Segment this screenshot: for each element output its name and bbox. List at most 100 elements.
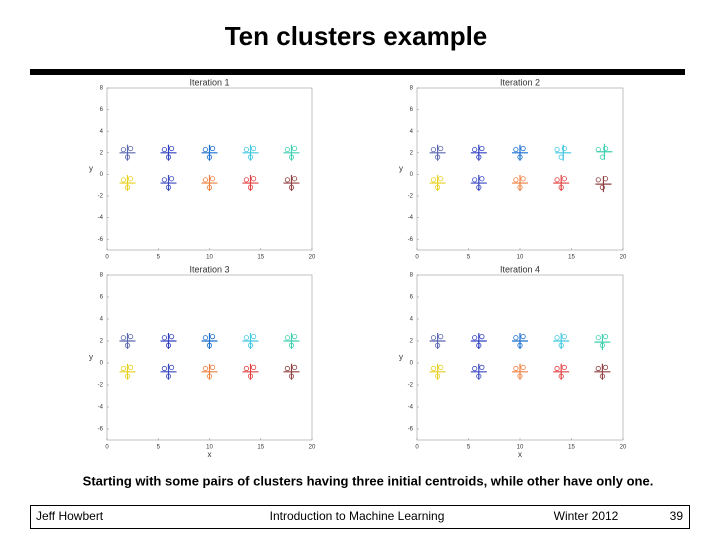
- data-point: [243, 146, 249, 153]
- y-tick-label: 8: [410, 273, 414, 279]
- data-point: [120, 146, 127, 153]
- data-point: [209, 176, 216, 182]
- data-point: [479, 364, 485, 370]
- centroid: [555, 144, 572, 161]
- data-point: [513, 335, 519, 341]
- x-tick-label: 5: [467, 255, 471, 261]
- plot-title: Iteration 4: [500, 264, 540, 274]
- data-point: [554, 365, 560, 372]
- centroid: [283, 333, 300, 349]
- y-tick-label: -2: [408, 383, 414, 389]
- centroid: [160, 333, 177, 349]
- x-tick-label: 0: [415, 255, 419, 261]
- x-tick-label: 10: [517, 445, 524, 451]
- x-tick-label: 20: [620, 445, 627, 451]
- data-point: [479, 145, 485, 152]
- y-tick-label: 0: [410, 172, 414, 178]
- data-point: [430, 177, 437, 183]
- x-axis-label: x: [208, 450, 212, 459]
- centroid: [242, 333, 259, 349]
- y-tick-label: 4: [100, 129, 104, 135]
- centroid: [283, 363, 300, 380]
- data-point: [438, 364, 444, 370]
- data-point: [595, 177, 601, 183]
- data-point: [202, 365, 208, 372]
- data-point: [561, 364, 567, 370]
- data-point: [554, 146, 560, 153]
- data-point: [479, 176, 485, 182]
- y-tick-label: 6: [410, 107, 414, 113]
- y-tick-label: -4: [408, 405, 414, 411]
- data-point: [602, 364, 609, 370]
- data-point: [472, 146, 478, 153]
- y-tick-label: -4: [408, 215, 414, 221]
- y-tick-label: 6: [100, 107, 104, 113]
- data-point: [209, 333, 216, 340]
- data-point: [554, 335, 560, 341]
- y-tick-label: 8: [100, 86, 104, 92]
- x-axis-label: x: [518, 450, 522, 459]
- y-tick-label: 0: [100, 361, 104, 367]
- x-tick-label: 15: [568, 445, 575, 451]
- centroid: [596, 143, 613, 160]
- data-point: [209, 145, 216, 152]
- y-tick-label: -2: [98, 194, 104, 200]
- x-tick-label: 10: [206, 255, 213, 261]
- centroid: [119, 175, 136, 192]
- data-point: [127, 364, 134, 370]
- y-tick-label: 2: [100, 339, 104, 345]
- centroid: [429, 144, 446, 161]
- centroid: [429, 333, 446, 349]
- data-point: [291, 364, 298, 370]
- centroid: [283, 175, 300, 192]
- data-point: [513, 146, 519, 153]
- data-point: [250, 145, 257, 152]
- centroid: [119, 363, 136, 380]
- y-tick-label: -2: [408, 194, 414, 200]
- y-tick-label: -6: [98, 427, 104, 433]
- data-point: [243, 177, 249, 183]
- centroid: [242, 363, 259, 380]
- centroid: [429, 175, 446, 192]
- data-point: [561, 176, 567, 182]
- data-point: [595, 335, 601, 341]
- data-point: [472, 365, 478, 372]
- data-point: [520, 176, 526, 182]
- data-point: [438, 333, 444, 340]
- y-tick-label: 8: [410, 86, 414, 92]
- data-point: [284, 365, 290, 372]
- footer-page: 39: [670, 509, 684, 523]
- x-tick-label: 20: [309, 255, 316, 261]
- data-point: [513, 365, 519, 372]
- y-tick-label: -4: [98, 215, 104, 221]
- x-tick-label: 5: [157, 445, 161, 451]
- data-point: [168, 333, 175, 340]
- data-point: [168, 364, 175, 370]
- centroid: [470, 363, 487, 380]
- y-tick-label: 0: [100, 172, 104, 178]
- y-tick-label: 6: [410, 295, 414, 301]
- data-point: [438, 145, 444, 152]
- centroid: [553, 175, 570, 192]
- footer-author: Jeff Howbert: [36, 509, 104, 523]
- y-tick-label: 2: [410, 339, 414, 345]
- data-point: [168, 145, 175, 152]
- plot-title: Iteration 2: [500, 77, 540, 87]
- centroid: [512, 175, 528, 192]
- data-point: [127, 333, 134, 340]
- data-point: [291, 176, 298, 182]
- data-point: [479, 333, 485, 340]
- data-point: [243, 335, 249, 341]
- centroid: [512, 333, 528, 349]
- data-point: [284, 177, 290, 183]
- slide-title: Ten clusters example: [225, 21, 488, 51]
- data-point: [127, 145, 134, 152]
- data-point: [250, 176, 257, 182]
- data-point: [120, 365, 127, 372]
- caption: Starting with some pairs of clusters hav…: [83, 473, 654, 488]
- y-axis-label: y: [399, 164, 403, 173]
- x-tick-label: 0: [415, 445, 419, 451]
- y-axis-label: y: [399, 353, 403, 362]
- centroid: [201, 144, 218, 161]
